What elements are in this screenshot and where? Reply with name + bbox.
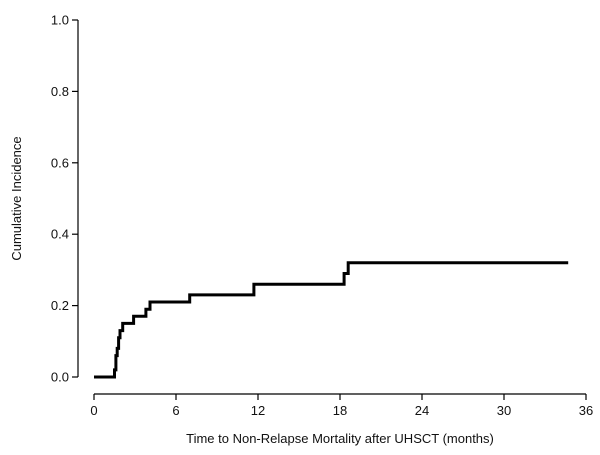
x-tick-label: 24 — [415, 403, 429, 418]
series-layer — [94, 261, 569, 379]
y-tick-label: 0.0 — [51, 370, 69, 385]
y-axis-title: Cumulative Incidence — [9, 136, 24, 260]
x-tick-label: 18 — [333, 403, 347, 418]
x-axis-title: Time to Non-Relapse Mortality after UHSC… — [186, 431, 494, 446]
y-tick-label: 0.6 — [51, 155, 69, 170]
cumulative-incidence-line — [94, 261, 569, 379]
x-tick-label: 30 — [497, 403, 511, 418]
x-tick-label: 12 — [251, 403, 265, 418]
y-tick-label: 0.8 — [51, 84, 69, 99]
x-tick-label: 0 — [90, 403, 97, 418]
y-tick-label: 1.0 — [51, 13, 69, 28]
y-axis: 0.0 0.2 0.4 0.6 0.8 1.0 — [51, 13, 79, 385]
x-tick-label: 6 — [172, 403, 179, 418]
x-axis: 0 6 12 18 24 30 36 — [90, 393, 593, 418]
y-tick-label: 0.4 — [51, 227, 69, 242]
x-tick-label: 36 — [579, 403, 593, 418]
y-tick-label: 0.2 — [51, 298, 69, 313]
